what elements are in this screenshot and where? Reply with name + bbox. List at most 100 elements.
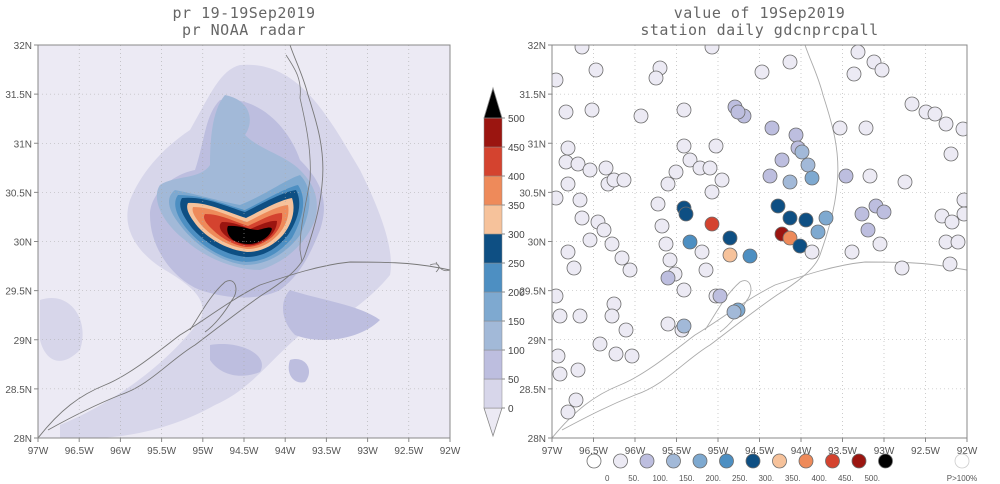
station-marker [660,176,676,192]
station-marker [862,168,878,184]
right-axis-ticks: 97W 96.5W 96W 95.5W 95W 94.5W 94W 93.5W 93W 92.5W… [519,41,978,457]
left-tick-label-x: 94W [275,446,296,457]
colorbar: 0 50 100 150 200 250 300 350 400 450 500 [483,86,525,438]
station-marker [654,218,670,234]
legend-marker [825,453,840,469]
left-tick-label-x: 93W [357,446,378,457]
station-marker [598,160,614,176]
station-marker [742,248,758,264]
coastline [38,261,450,438]
station-marker [850,45,866,60]
station-marker [804,170,820,186]
precip-contour-max [227,225,272,244]
left-tick-label-x: 97W [28,446,49,457]
left-tick-label-y: 31.5N [5,90,32,101]
right-tick-label-y: 28N [528,434,546,445]
station-marker [782,230,798,246]
colorbar-label: 150 [508,317,525,328]
colorbar-segment [483,204,503,235]
right-tick-label-y: 31N [528,139,546,150]
left-panel-title: pr 19-19Sep2019 pr NOAA radar [38,5,450,39]
station-marker [694,244,710,260]
right-tick-label-y: 29.5N [519,287,546,298]
legend-marker [613,453,628,469]
station-marker [570,362,586,378]
station-marker [897,174,913,190]
legend-label: 450. [838,474,854,483]
station-marker [560,244,576,260]
precip-contour-100-d [288,359,310,383]
station-marker [860,222,876,238]
colorbar-upper-arrow [483,86,503,119]
left-tick-label-x: 92W [440,446,461,457]
station-marker [560,404,576,420]
left-tick-label-x: 95.5W [147,446,176,457]
station-marker [616,172,632,188]
legend-marker [666,453,681,469]
colorbar-label: 250 [508,259,525,270]
station-marker [704,184,720,200]
station-marker [704,45,720,55]
right-tick-label-x: 94W [791,446,812,457]
right-tick-label-y: 32N [528,41,546,52]
legend-label: 200. [705,474,721,483]
right-tick-label-x: 93W [874,446,895,457]
station-marker [955,121,967,137]
station-marker [552,348,566,364]
station-marker [682,234,698,250]
station-coastline-inner [561,45,839,431]
left-axis-ticks: 97W 96.5W 96W 95.5W 95W 94.5W 94W 93.5W 93W 92.5W… [5,41,461,457]
left-tick-label-y: 30N [14,238,32,249]
colorbar-label: 50 [508,375,520,386]
station-marker [838,168,854,184]
legend-label: 50. [628,474,639,483]
station-marker [614,250,630,266]
left-title-line2: pr NOAA radar [182,21,306,39]
colorbar-segment [483,262,503,293]
station-marker [584,102,600,118]
station-marker [558,104,574,120]
legend-extra-marker [954,453,970,469]
right-tick-label-x: 97W [542,446,563,457]
station-marker [624,348,640,364]
right-tick-label-y: 30.5N [519,188,546,199]
right-panel-title: value of 19Sep2019 station daily gdcnprc… [552,5,967,39]
colorbar-label: 100 [508,346,525,357]
station-marker [698,262,714,278]
right-tick-label-y: 28.5N [519,385,546,396]
station-marker [633,108,649,124]
right-tick-label-x: 92W [957,446,978,457]
left-tick-label-x: 95W [193,446,214,457]
colorbar-segment [483,175,503,206]
station-marker [782,210,798,226]
station-marker [798,212,814,228]
colorbar-label: 400 [508,172,525,183]
right-tick-label-x: 94.5W [745,446,774,457]
right-tick-label-x: 96W [625,446,646,457]
colorbar-label: 450 [508,143,525,154]
station-marker [676,318,692,334]
colorbar-segment [483,349,503,380]
station-marker [572,308,588,324]
right-tick-label-x: 95W [708,446,729,457]
station-marker [904,96,920,112]
station-marker [660,270,676,286]
station-marker [596,222,612,238]
station-marker [722,230,738,246]
station-marker [708,138,724,154]
legend-extra-label: P>100% [947,474,977,483]
left-gridlines [38,45,450,438]
left-title-line1: pr 19-19Sep2019 [172,4,316,22]
right-tick-label-x: 96.5W [579,446,608,457]
right-title-line1: value of 19Sep2019 [673,4,846,22]
station-marker [660,316,676,332]
left-tick-label-y: 28.5N [5,385,32,396]
station-marker [570,156,586,172]
station-marker [714,172,730,188]
left-tick-label-x: 94.5W [230,446,259,457]
station-marker [588,62,604,78]
legend-marker [586,453,602,469]
legend-marker [851,453,867,469]
right-title-line2: station daily gdcnprcpall [640,21,879,39]
legend-label: 400. [811,474,827,483]
